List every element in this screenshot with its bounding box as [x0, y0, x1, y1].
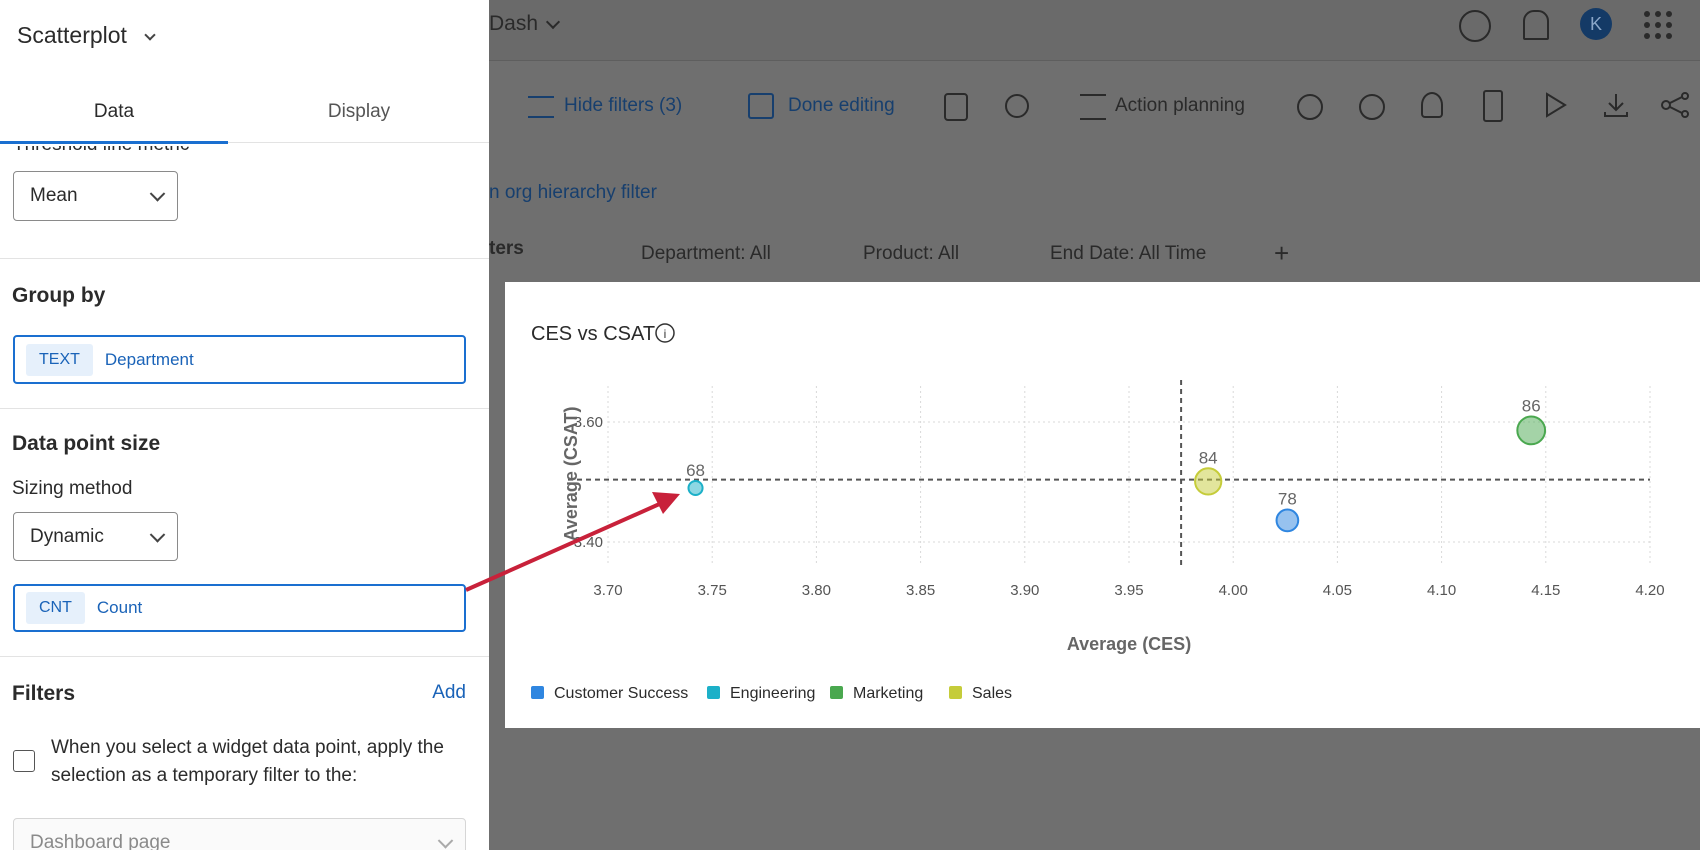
data-point: [1275, 508, 1300, 533]
x-tick-label: 3.85: [906, 582, 935, 599]
action-planning-icon[interactable]: [1080, 94, 1106, 120]
x-tick-label: 3.95: [1114, 582, 1143, 599]
side-panel: Scatterplot Threshold line metric Mean G…: [0, 0, 489, 850]
sizing-label: Sizing method: [12, 478, 133, 499]
play-icon[interactable]: [1544, 92, 1568, 118]
section-heading: Data point size: [12, 432, 161, 455]
group-by-field[interactable]: TEXT Department: [13, 335, 466, 384]
apps-icon[interactable]: [1643, 10, 1673, 40]
filters-label: ters: [489, 238, 524, 259]
y-tick-label: 3.60: [574, 414, 603, 431]
checkbox-label: When you select a widget data point, app…: [51, 737, 444, 786]
tab-bar: Data Display: [0, 66, 489, 146]
threshold-label: Threshold line metric: [13, 146, 189, 156]
add-filter-link[interactable]: Add: [432, 682, 466, 703]
tab-divider: [0, 142, 489, 143]
divider: [0, 408, 489, 409]
tab[interactable]: Display: [327, 101, 391, 122]
divider: [0, 656, 489, 657]
legend-swatch: [531, 686, 544, 699]
panel-scroll: Threshold line metric Mean Group by TEXT…: [0, 146, 489, 850]
data-point: [687, 479, 704, 497]
threshold-select[interactable]: Mean: [13, 171, 178, 221]
mobile-icon[interactable]: [1483, 90, 1503, 122]
select-value: Mean: [30, 185, 78, 206]
field-name: Count: [96, 598, 143, 617]
help-icon[interactable]: [1459, 10, 1491, 42]
legend-label: Engineering: [730, 685, 815, 702]
active-tab-indicator: [0, 141, 228, 144]
legend-swatch: [949, 686, 962, 699]
legend-swatch: [707, 686, 720, 699]
legend-label: Marketing: [853, 685, 923, 702]
info-icon: [655, 323, 675, 343]
scatter-chart: CES vs CSAT i 3.70 3.75 3.80 3.85 3.90 3.95 4.00…: [505, 282, 1700, 728]
select-value: Dynamic: [30, 525, 104, 547]
divider: [0, 258, 489, 259]
share-icon[interactable]: [1661, 92, 1691, 118]
y-axis-title: Average (CSAT): [561, 406, 581, 541]
size-field[interactable]: CNT Count: [13, 584, 466, 632]
legend-swatch: [830, 686, 843, 699]
sizing-select[interactable]: Dynamic: [13, 512, 178, 561]
data-point: [1194, 467, 1223, 496]
action-planning-button[interactable]: Action planning: [1115, 95, 1245, 116]
data-label: 68: [686, 461, 705, 480]
panel-title[interactable]: Scatterplot: [17, 22, 127, 48]
field-tag: CNT: [26, 592, 85, 624]
section-heading: Group by: [12, 284, 106, 307]
field-name: Department: [104, 349, 194, 369]
filter-dropdown[interactable]: Department: All: [641, 243, 771, 264]
data-label: 78: [1278, 490, 1297, 509]
info-icon-glyph: i: [664, 327, 667, 341]
x-tick-label: 4.05: [1323, 582, 1352, 599]
x-axis-title: Average (CES): [1067, 634, 1191, 654]
settings-icon[interactable]: [1005, 94, 1029, 118]
data-label: 84: [1199, 448, 1218, 467]
tab[interactable]: Data: [93, 101, 135, 122]
x-tick-label: 3.70: [593, 582, 622, 599]
filter-dropdown[interactable]: End Date: All Time: [1050, 243, 1207, 264]
data-point: [1516, 415, 1547, 446]
filter-target-select[interactable]: Dashboard page: [13, 818, 466, 850]
hierarchy-filter-link[interactable]: n org hierarchy filter: [489, 182, 657, 203]
download-icon[interactable]: [1603, 92, 1629, 118]
x-tick-label: 4.00: [1219, 582, 1248, 599]
x-tick-label: 4.20: [1635, 582, 1664, 599]
dashboard-title[interactable]: Dash: [489, 12, 539, 35]
filters-icon[interactable]: [528, 96, 554, 118]
data-label: 86: [1522, 397, 1541, 416]
select-value: Dashboard page: [30, 832, 171, 850]
insight-icon[interactable]: [944, 93, 968, 121]
x-tick-label: 4.15: [1531, 582, 1560, 599]
avatar[interactable]: K: [1580, 8, 1612, 40]
hide-filters-button[interactable]: Hide filters (3): [564, 95, 683, 116]
edit-icon[interactable]: [748, 93, 774, 119]
panel-title-chevron[interactable]: [144, 29, 156, 41]
toolbar-icon[interactable]: [1421, 92, 1443, 118]
notification-icon[interactable]: [1523, 10, 1549, 40]
done-editing-button[interactable]: Done editing: [788, 95, 895, 116]
x-tick-label: 4.10: [1427, 582, 1456, 599]
x-tick-label: 3.75: [698, 582, 727, 599]
toolbar-icon[interactable]: [1359, 94, 1385, 120]
chart-title: CES vs CSAT: [531, 323, 655, 345]
filter-dropdown[interactable]: Product: All: [863, 243, 960, 264]
legend-label: Sales: [972, 685, 1012, 702]
legend-label: Customer Success: [554, 685, 688, 702]
toolbar-icon[interactable]: [1297, 94, 1323, 120]
field-tag: TEXT: [26, 343, 93, 376]
add-filter-icon[interactable]: +: [1274, 238, 1290, 268]
checkbox[interactable]: [13, 750, 35, 772]
x-tick-label: 3.80: [802, 582, 831, 599]
x-tick-label: 3.90: [1010, 582, 1039, 599]
section-heading: Filters: [12, 682, 76, 705]
